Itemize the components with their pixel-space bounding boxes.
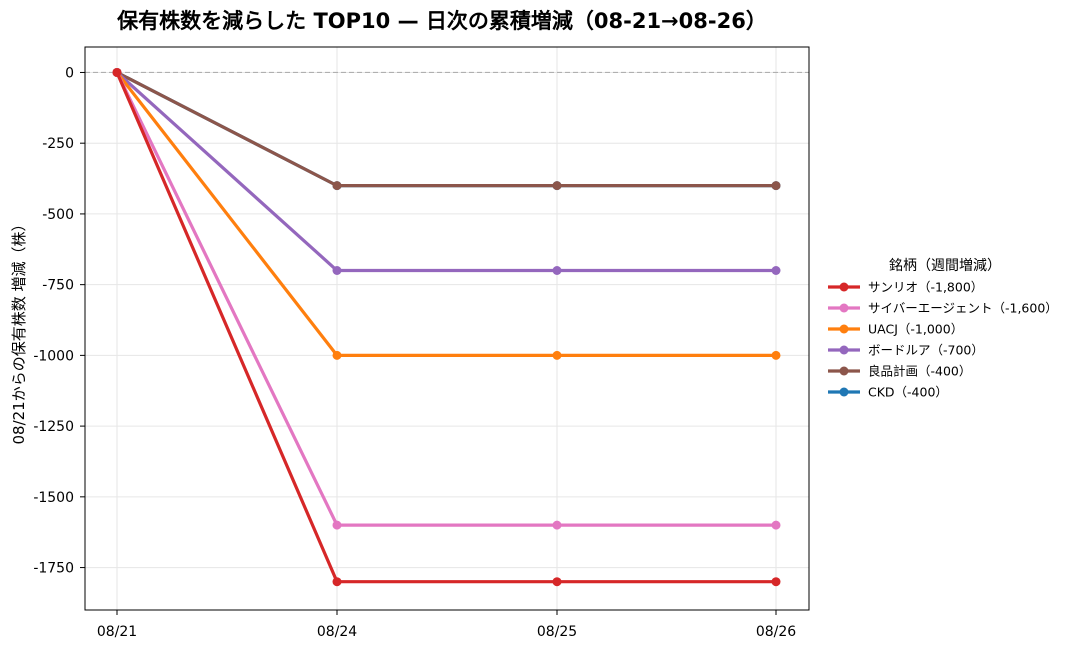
- data-point-2-3: [771, 350, 781, 360]
- legend-label-5: CKD（-400）: [868, 385, 948, 400]
- series-5: [112, 67, 781, 191]
- series-line-1: [115, 70, 778, 527]
- legend-swatch-marker-0: [839, 282, 849, 292]
- y-axis-label: 08/21からの保有株数 増減（株）: [10, 217, 28, 445]
- data-point-4-3: [771, 181, 781, 191]
- data-point-0-2: [552, 577, 562, 587]
- data-point-4-2: [552, 181, 562, 191]
- series-line-3: [115, 70, 778, 273]
- legend-swatch-marker-5: [839, 387, 849, 397]
- data-point-0-3: [771, 577, 781, 587]
- legend-item-4: 良品計画（-400）: [828, 364, 971, 379]
- x-tick-label-1: 08/24: [317, 624, 357, 640]
- legend-label-1: サイバーエージェント（-1,600）: [868, 301, 1058, 316]
- series-1: [112, 67, 781, 530]
- legend-swatch-marker-4: [839, 366, 849, 376]
- series-line-4: [115, 70, 778, 188]
- y-tick-label-5: -1250: [33, 419, 74, 435]
- series-line-0: [115, 70, 778, 584]
- series-group: [112, 67, 781, 587]
- x-axis-ticks: 08/21 08/24 08/25 08/26: [97, 610, 796, 640]
- legend-item-5: CKD（-400）: [828, 385, 948, 400]
- y-axis-ticks: 0 -250 -500 -750 -1000 -1250 -1500 -1750: [33, 65, 85, 577]
- data-point-0-1: [332, 577, 342, 587]
- data-point-1-3: [771, 520, 781, 530]
- y-tick-label-3: -750: [42, 278, 74, 294]
- data-point-1-2: [552, 520, 562, 530]
- y-tick-label-7: -1750: [33, 561, 74, 577]
- legend-item-0: サンリオ（-1,800）: [828, 280, 983, 295]
- y-tick-label-4: -1000: [33, 348, 74, 364]
- legend-item-2: UACJ（-1,000）: [828, 322, 963, 337]
- data-point-4-1: [332, 181, 342, 191]
- legend-label-0: サンリオ（-1,800）: [868, 280, 983, 295]
- series-4: [112, 67, 781, 191]
- chart-title: 保有株数を減らした TOP10 — 日次の累積増減（08-21→08-26）: [116, 9, 767, 33]
- y-tick-label-6: -1500: [33, 490, 74, 506]
- series-line-2: [115, 70, 778, 357]
- data-point-3-2: [552, 266, 562, 276]
- legend-swatch-marker-3: [839, 345, 849, 355]
- legend-item-3: ボードルア（-700）: [828, 343, 984, 358]
- x-tick-label-0: 08/21: [97, 624, 137, 640]
- y-tick-label-0: 0: [65, 65, 74, 81]
- y-tick-label-1: -250: [42, 136, 74, 152]
- data-point-2-2: [552, 350, 562, 360]
- data-point-3-1: [332, 266, 342, 276]
- legend-swatch-marker-2: [839, 324, 849, 334]
- series-line-5: [115, 70, 778, 188]
- legend-label-4: 良品計画（-400）: [868, 364, 971, 379]
- data-point-1-1: [332, 520, 342, 530]
- series-0: [112, 67, 781, 587]
- series-3: [112, 67, 781, 276]
- x-tick-label-2: 08/25: [537, 624, 577, 640]
- x-tick-label-3: 08/26: [756, 624, 796, 640]
- legend: 銘柄（週間増減） サンリオ（-1,800） サイバーエージェント（-1,600） U…: [828, 257, 1058, 400]
- plot-area-frame: [84, 46, 810, 611]
- data-point-2-1: [332, 350, 342, 360]
- y-tick-label-2: -500: [42, 207, 74, 223]
- legend-title: 銘柄（週間増減）: [889, 257, 1001, 274]
- data-point-0-0: [112, 67, 122, 77]
- legend-label-2: UACJ（-1,000）: [868, 322, 963, 337]
- data-point-3-3: [771, 266, 781, 276]
- legend-label-3: ボードルア（-700）: [868, 343, 984, 358]
- legend-item-1: サイバーエージェント（-1,600）: [828, 301, 1058, 316]
- legend-swatch-marker-1: [839, 303, 849, 313]
